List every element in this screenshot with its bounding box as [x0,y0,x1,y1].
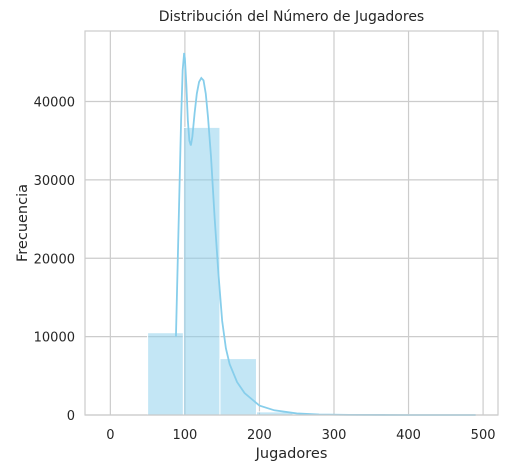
tick-labels: 0 100 200 300 400 500 0 10000 20000 30000 40000 [34,96,496,443]
x-tick-label: 100 [172,428,197,443]
x-tick-label: 300 [322,428,347,443]
y-tick-label: 30000 [34,174,75,189]
y-tick-label: 40000 [34,96,75,111]
kde-density-line [175,52,476,416]
y-tick-label: 20000 [34,252,75,267]
x-axis-label: Jugadores [255,446,328,462]
y-tick-label: 0 [67,409,75,424]
plot-frame [84,30,499,416]
y-tick-label: 10000 [34,331,75,346]
bars [147,126,477,416]
histogram-bar [219,358,257,416]
grid [85,31,498,416]
x-tick-label: 400 [396,428,421,443]
histogram-bar [182,126,221,416]
x-tick-label: 200 [247,428,272,443]
x-tick-label: 0 [106,428,114,443]
y-axis-label: Frecuencia [15,184,31,262]
x-tick-label: 500 [471,428,496,443]
histogram-bar [147,332,184,416]
chart-title: Distribución del Número de Jugadores [159,9,424,25]
